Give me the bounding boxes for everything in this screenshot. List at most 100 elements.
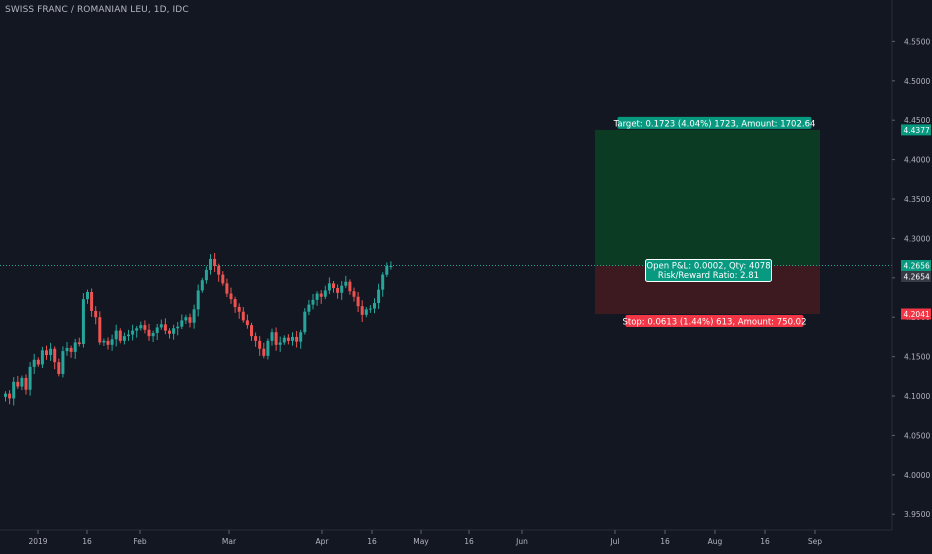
candle[interactable] [319, 293, 323, 297]
candle[interactable] [262, 348, 266, 356]
candle[interactable] [127, 334, 130, 337]
candle[interactable] [155, 327, 159, 333]
candle[interactable] [237, 306, 241, 312]
candle[interactable] [373, 303, 376, 309]
candle[interactable] [389, 266, 393, 267]
candle[interactable] [139, 325, 143, 329]
candle[interactable] [168, 330, 171, 334]
candle[interactable] [135, 328, 139, 331]
candle[interactable] [131, 330, 135, 335]
candle[interactable] [266, 340, 270, 356]
candle[interactable] [385, 266, 389, 275]
candle[interactable] [291, 336, 294, 341]
candle[interactable] [102, 340, 106, 343]
candle[interactable] [241, 311, 245, 321]
candle[interactable] [221, 274, 225, 284]
candle[interactable] [356, 296, 360, 307]
candle[interactable] [274, 332, 278, 345]
candle[interactable] [200, 280, 204, 291]
candle[interactable] [151, 332, 155, 337]
candle[interactable] [360, 306, 364, 315]
candle[interactable] [344, 281, 348, 286]
candle[interactable] [106, 340, 110, 345]
candle[interactable] [303, 311, 307, 333]
candle[interactable] [315, 293, 319, 300]
candle[interactable] [233, 299, 237, 307]
candle[interactable] [307, 304, 311, 312]
candle[interactable] [24, 377, 28, 390]
candle[interactable] [36, 359, 40, 365]
candle[interactable] [250, 325, 253, 337]
candle[interactable] [180, 320, 184, 327]
candle[interactable] [299, 332, 303, 342]
candle[interactable] [159, 324, 163, 328]
y-tick-label: 4.5500 [904, 37, 930, 46]
candle[interactable] [192, 309, 196, 323]
candle[interactable] [254, 336, 258, 341]
candle[interactable] [90, 292, 94, 311]
candle[interactable] [32, 359, 36, 367]
profit-zone[interactable] [595, 129, 820, 266]
candle[interactable] [94, 310, 98, 318]
candle[interactable] [8, 393, 12, 399]
candle[interactable] [377, 289, 381, 304]
candle[interactable] [12, 381, 16, 399]
candle[interactable] [86, 292, 89, 300]
candle[interactable] [336, 288, 340, 293]
candle[interactable] [147, 329, 151, 337]
candle[interactable] [98, 317, 102, 343]
candle[interactable] [20, 377, 24, 387]
candle[interactable] [282, 337, 286, 343]
candle[interactable] [122, 336, 126, 341]
candle[interactable] [4, 393, 7, 397]
candle[interactable] [286, 337, 290, 341]
candle[interactable] [143, 325, 147, 330]
candle[interactable] [278, 342, 282, 345]
candle[interactable] [381, 274, 385, 290]
candle[interactable] [45, 350, 48, 356]
candle[interactable] [209, 258, 212, 270]
candle[interactable] [213, 258, 217, 266]
candle[interactable] [270, 332, 274, 341]
candle[interactable] [225, 283, 229, 294]
candle[interactable] [118, 330, 122, 341]
candle[interactable] [229, 293, 233, 300]
candle[interactable] [368, 308, 372, 310]
candle[interactable] [258, 340, 262, 349]
candle[interactable] [172, 328, 176, 334]
current-price-badge-text: 4.2656 [904, 262, 930, 271]
candle[interactable] [184, 317, 188, 321]
candle[interactable] [245, 320, 249, 326]
candle[interactable] [69, 347, 73, 352]
candle[interactable] [16, 381, 20, 387]
candle[interactable] [40, 350, 44, 365]
candle[interactable] [53, 348, 57, 363]
candle[interactable] [176, 326, 180, 329]
candle[interactable] [217, 266, 221, 275]
candle[interactable] [196, 290, 200, 310]
candle[interactable] [364, 309, 368, 315]
candle[interactable] [204, 269, 208, 281]
candle[interactable] [57, 362, 61, 374]
candle[interactable] [295, 336, 299, 342]
candle[interactable] [81, 299, 85, 345]
candle[interactable] [28, 366, 32, 390]
candle[interactable] [61, 351, 65, 374]
candle[interactable] [352, 291, 356, 297]
candle[interactable] [340, 285, 344, 293]
candle[interactable] [348, 281, 352, 292]
candle[interactable] [65, 347, 69, 352]
candle[interactable] [114, 330, 118, 340]
candle[interactable] [110, 339, 114, 345]
candle[interactable] [188, 317, 192, 323]
candle[interactable] [332, 283, 335, 289]
candle[interactable] [49, 348, 53, 356]
candle[interactable] [73, 342, 77, 352]
candle[interactable] [327, 283, 331, 291]
candle[interactable] [311, 299, 315, 305]
candle[interactable] [77, 342, 81, 345]
candle[interactable] [323, 290, 327, 297]
candle[interactable] [163, 324, 167, 331]
